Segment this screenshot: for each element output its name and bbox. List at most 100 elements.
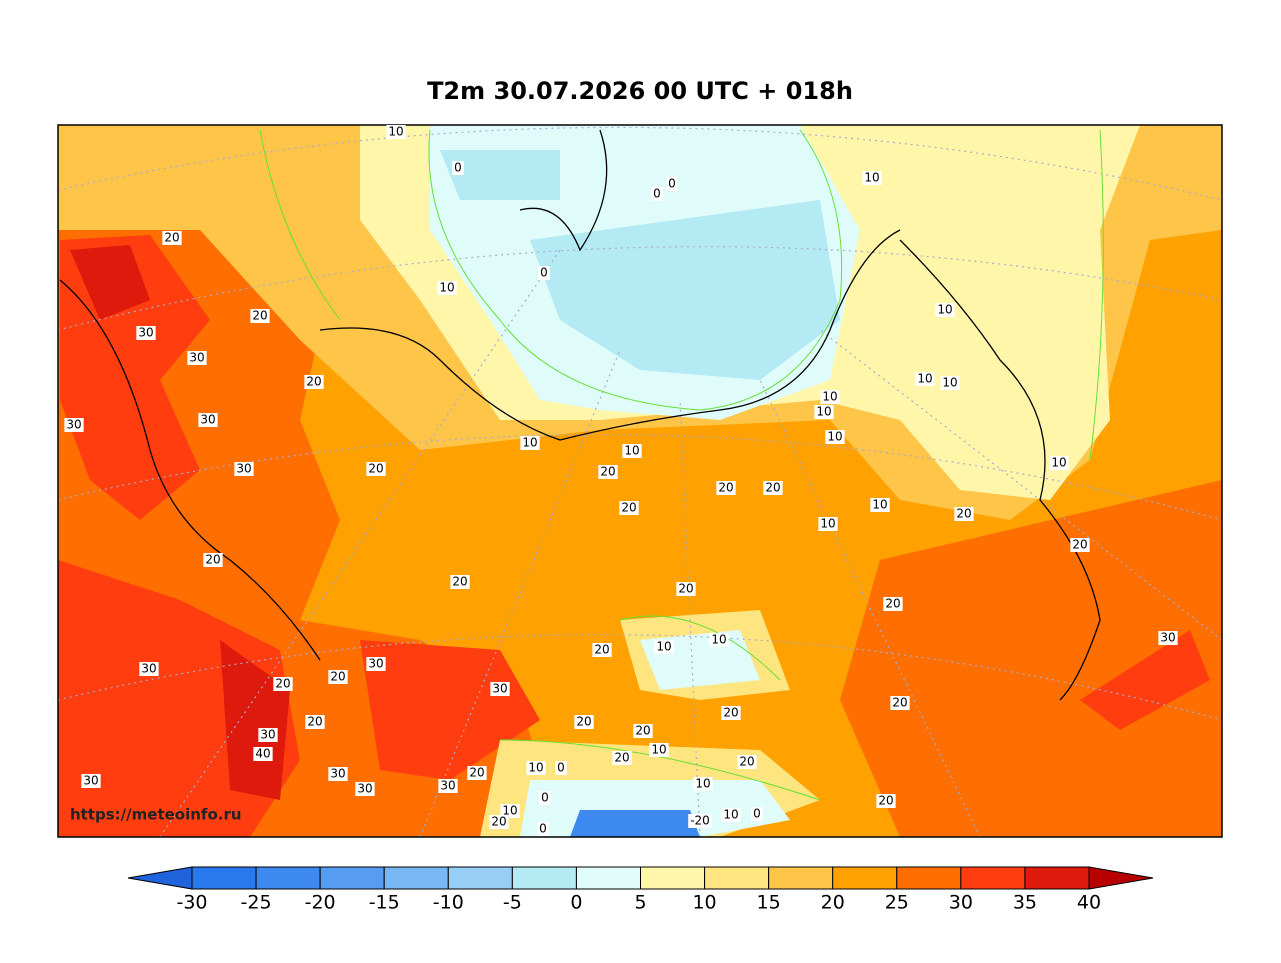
contour-label: 0 — [555, 761, 567, 775]
contour-label-box — [820, 390, 840, 404]
contour-label-text: 30 — [357, 782, 372, 796]
contour-label-box — [366, 462, 386, 476]
contour-label-text: 30 — [368, 657, 383, 671]
contour-label: 10 — [654, 640, 674, 654]
contour-label-text: 20 — [614, 751, 629, 765]
contour-label-box — [622, 444, 642, 458]
contour-label-text: 40 — [255, 747, 270, 761]
contour-label: 10 — [1049, 456, 1069, 470]
contour-label-box — [555, 761, 567, 775]
contour-label-text: 10 — [522, 436, 537, 450]
contour-label-text: 20 — [491, 815, 506, 829]
contour-label: 10 — [693, 777, 713, 791]
contour-label-text: 20 — [307, 715, 322, 729]
contour-label-text: 30 — [236, 462, 251, 476]
contour-label: 20 — [162, 231, 182, 245]
contour-label-text: 20 — [576, 715, 591, 729]
colorbar-segment — [383, 866, 449, 890]
colorbar-tick-label: 30 — [949, 892, 973, 914]
contour-label-text: 30 — [138, 326, 153, 340]
contour-label-box — [721, 808, 741, 822]
colorbar-tick-label: 0 — [570, 892, 582, 914]
contour-label: 20 — [592, 643, 612, 657]
contour-label: 30 — [136, 326, 156, 340]
contour-label-box — [935, 303, 955, 317]
contour-label: 10 — [526, 761, 546, 775]
contour-label: 10 — [709, 633, 729, 647]
contour-label-box — [386, 125, 406, 139]
contour-label: 0 — [666, 177, 678, 191]
map-frame — [57, 124, 1223, 838]
contour-label-box — [818, 517, 838, 531]
contour-label-text: 30 — [330, 767, 345, 781]
contour-label-text: 20 — [275, 677, 290, 691]
graticule — [58, 126, 1222, 837]
contour-label-box — [490, 682, 510, 696]
contour-label-box — [187, 351, 207, 365]
contour-label-text: 10 — [942, 376, 957, 390]
contour-label: 20 — [1070, 538, 1090, 552]
contour-label-text: 10 — [820, 517, 835, 531]
contour-label-box — [366, 657, 386, 671]
contour-label-text: 20 — [885, 597, 900, 611]
colorbar-segment — [832, 866, 898, 890]
contour-label: 20 — [763, 481, 783, 495]
contour-label-text: 20 — [878, 794, 893, 808]
contour-label-text: 30 — [141, 662, 156, 676]
contour-label-text: 10 — [816, 405, 831, 419]
contour-label: 10 — [622, 444, 642, 458]
contour-label-box — [890, 696, 910, 710]
hot-east — [840, 480, 1222, 837]
contour-label: 10 — [520, 436, 540, 450]
contour-label-box — [489, 815, 509, 829]
contour-label-box — [539, 791, 551, 805]
contour-label-text: 20 — [956, 507, 971, 521]
contour-label: 0 — [651, 187, 663, 201]
contour-label: 30 — [139, 662, 159, 676]
contour-label: 30 — [187, 351, 207, 365]
contour-label-text: 10 — [723, 808, 738, 822]
colorbar-tick-label: -25 — [241, 892, 272, 914]
contour-label-text: 20 — [330, 670, 345, 684]
contour-label: 30 — [198, 413, 218, 427]
contour-label: 0 — [537, 822, 549, 836]
contour-label-text: 30 — [492, 682, 507, 696]
contour-label-box — [328, 767, 348, 781]
contour-label-text: 10 — [624, 444, 639, 458]
colorbar-tick-label: -30 — [176, 892, 207, 914]
contour-label-box — [716, 481, 736, 495]
colorbar-tick-label: 20 — [821, 892, 845, 914]
contour-label-box — [64, 418, 84, 432]
contour-label-box — [598, 465, 618, 479]
contour-label-text: 20 — [635, 724, 650, 738]
contour-label-text: 0 — [539, 822, 547, 836]
contour-label-text: 20 — [723, 706, 738, 720]
contour-label-box — [737, 755, 757, 769]
contour-label-text: 20 — [164, 231, 179, 245]
contour-label-box — [763, 481, 783, 495]
contour-label-text: 20 — [718, 481, 733, 495]
contour-label: 30 — [490, 682, 510, 696]
contour-label: 10 — [915, 372, 935, 386]
contour-label: 30 — [366, 657, 386, 671]
contour-label: 20 — [876, 794, 896, 808]
map-area — [58, 125, 1222, 837]
watermark: https://meteoinfo.ru — [70, 806, 242, 824]
contour-label-text: 10 — [872, 498, 887, 512]
contour-label-text: 10 — [388, 125, 403, 139]
contour-label: 10 — [721, 808, 741, 822]
contour-label-box — [452, 161, 464, 175]
contour-label-text: 20 — [469, 766, 484, 780]
contour-label-text: 30 — [83, 774, 98, 788]
contour-label-box — [304, 375, 324, 389]
contour-label: 20 — [716, 481, 736, 495]
contour-label: 20 — [890, 696, 910, 710]
contour-label: 10 — [825, 430, 845, 444]
contour-label: 20 — [203, 553, 223, 567]
contour-label-text: 10 — [937, 303, 952, 317]
contour-label-box — [438, 779, 458, 793]
contour-label-box — [1049, 456, 1069, 470]
contour-label: 10 — [940, 376, 960, 390]
colorbar-tick-label: 5 — [634, 892, 646, 914]
contour-label-box — [520, 436, 540, 450]
